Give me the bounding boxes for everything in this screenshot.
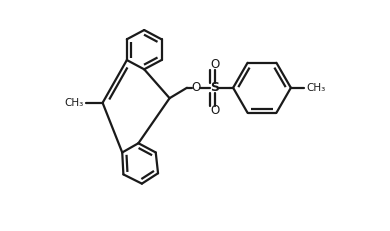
Text: O: O [210, 104, 219, 117]
Text: O: O [191, 81, 201, 94]
Text: O: O [210, 58, 219, 71]
Text: CH₃: CH₃ [307, 83, 326, 93]
Text: CH₃: CH₃ [65, 98, 84, 108]
Text: S: S [210, 81, 219, 94]
